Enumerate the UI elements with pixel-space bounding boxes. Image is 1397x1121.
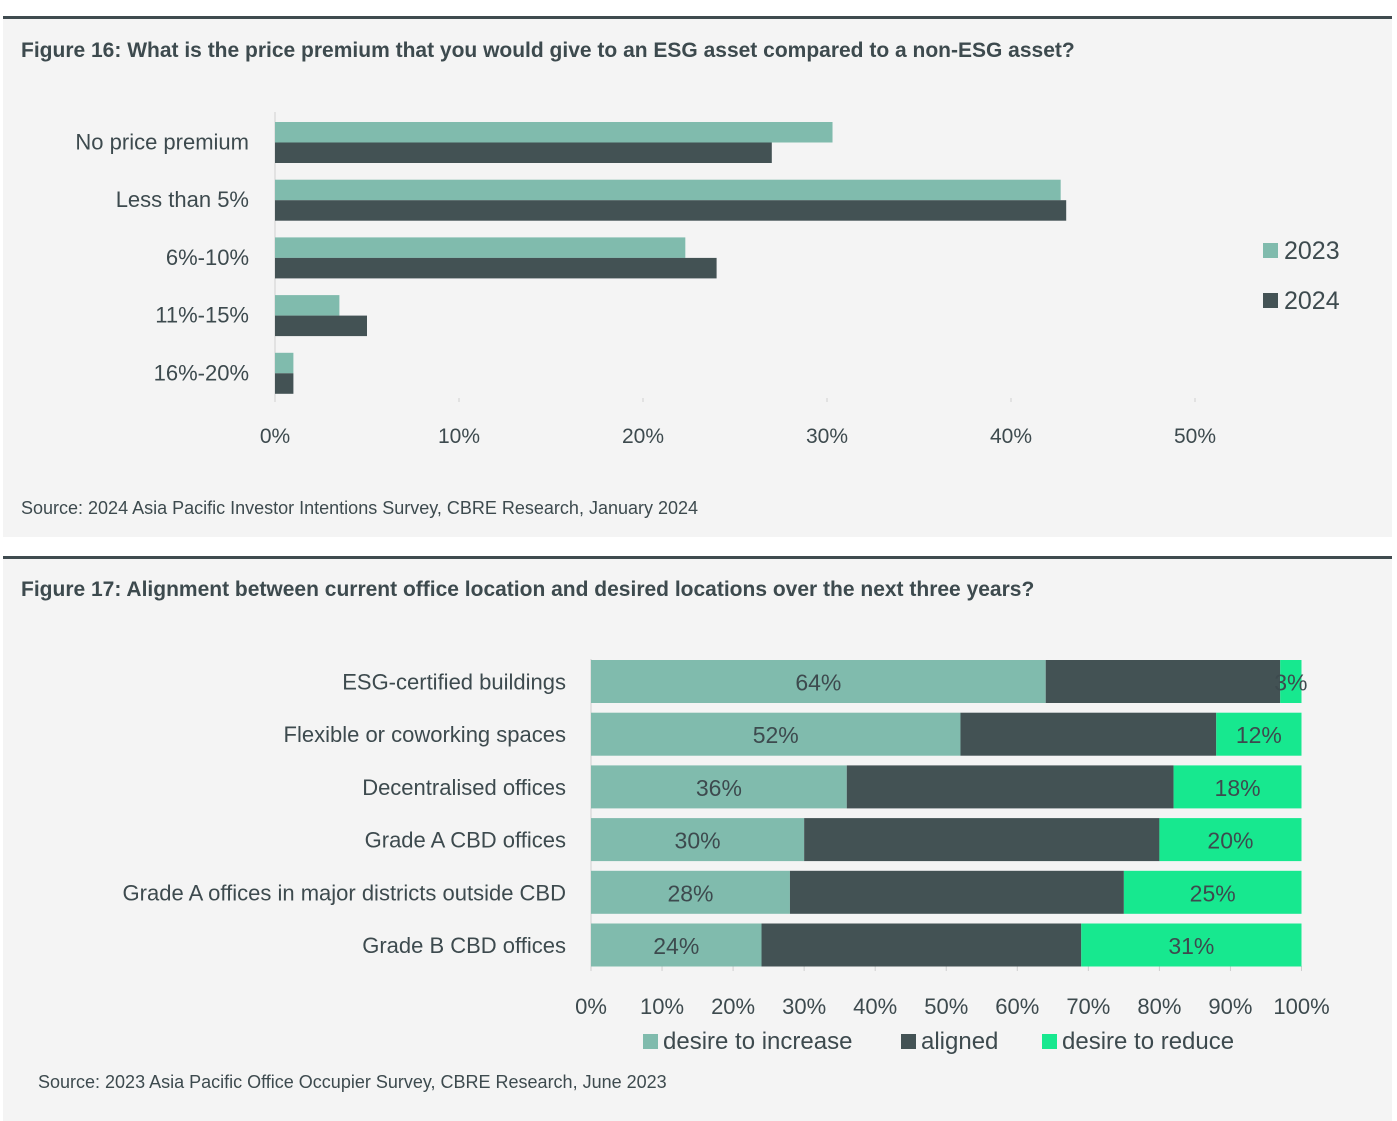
category-label-grade-a-offices-in-major-districts-outside-cbd: Grade A offices in major districts outsi… (123, 880, 566, 905)
x-tick-label: 40% (853, 994, 897, 1019)
legend-label-desire-to-increase: desire to increase (663, 1028, 852, 1055)
x-tick-label: 20% (711, 994, 755, 1019)
category-label-less-than-5: Less than 5% (116, 187, 249, 212)
bar-2023-6-10 (275, 237, 686, 258)
data-label-desire-to-reduce: 31% (1168, 933, 1214, 959)
figure-16-panel: Figure 16: What is the price premium tha… (3, 16, 1392, 537)
legend-label-desire-to-reduce: desire to reduce (1062, 1028, 1234, 1055)
x-tick-label: 40% (990, 425, 1032, 448)
segment-aligned-grade-a-offices-in-major-districts-outside-cbd (789, 870, 1124, 914)
x-tick-label: 80% (1137, 994, 1181, 1019)
figure-17-chart: ESG-certified buildings 64% 3% Flexible or … (123, 659, 1330, 1055)
figure-17-title: Figure 17: Alignment between current off… (21, 578, 1035, 601)
data-label-desire-to-reduce: 18% (1215, 775, 1261, 801)
x-tick-label: 70% (1066, 994, 1110, 1019)
legend-swatch-aligned (901, 1034, 916, 1049)
segment-aligned-flexible-or-coworking-spaces (960, 712, 1217, 756)
bar-2023-no-price-premium (275, 122, 833, 143)
category-label-6-10: 6%-10% (166, 245, 249, 270)
x-tick-label: 20% (622, 425, 664, 448)
category-label-decentralised-offices: Decentralised offices (362, 775, 566, 800)
category-label-16-20: 16%-20% (154, 360, 249, 385)
figure-16-source: Source: 2024 Asia Pacific Investor Inten… (21, 498, 699, 518)
segment-desire-to-increase-esg-certified-buildings (591, 660, 1046, 703)
segment-desire-to-increase-grade-a-offices-in-major-districts-outside-cbd (591, 870, 790, 914)
segment-desire-to-reduce-decentralised-offices (1173, 765, 1302, 809)
segment-aligned-grade-a-cbd-offices (804, 818, 1160, 862)
figure-17-source: Source: 2023 Asia Pacific Office Occupie… (38, 1072, 667, 1092)
category-label-grade-a-cbd-offices: Grade A CBD offices (365, 828, 566, 853)
data-label-desire-to-increase: 28% (667, 880, 713, 906)
segment-desire-to-reduce-flexible-or-coworking-spaces (1216, 712, 1302, 756)
x-tick-label: 10% (640, 994, 684, 1019)
legend-swatch-2023 (1263, 243, 1278, 258)
data-label-desire-to-increase: 36% (696, 775, 742, 801)
bar-2023-less-than-5 (275, 179, 1061, 201)
segment-desire-to-reduce-esg-certified-buildings (1280, 660, 1302, 703)
segment-desire-to-increase-grade-a-cbd-offices (591, 818, 805, 862)
x-tick-label: 10% (438, 425, 480, 448)
data-label-desire-to-reduce: 20% (1207, 828, 1253, 854)
segment-desire-to-reduce-grade-a-cbd-offices (1159, 818, 1302, 862)
bar-2024-16-20 (275, 373, 294, 394)
x-tick-label: 50% (924, 994, 968, 1019)
data-label-desire-to-increase: 30% (675, 828, 721, 854)
x-tick-label: 60% (995, 994, 1039, 1019)
figure-16-title: Figure 16: What is the price premium tha… (21, 39, 1075, 62)
segment-desire-to-increase-decentralised-offices (591, 765, 847, 809)
x-tick-label: 0% (260, 425, 290, 448)
bar-2024-11-15 (275, 315, 367, 337)
legend-label-2024: 2024 (1284, 287, 1340, 315)
category-label-11-15: 11%-15% (155, 303, 249, 328)
segment-aligned-decentralised-offices (846, 765, 1174, 809)
legend-swatch-desire-to-reduce (1042, 1034, 1057, 1049)
category-label-no-price-premium: No price premium (75, 130, 249, 155)
data-label-desire-to-reduce: 25% (1190, 880, 1236, 906)
segment-desire-to-increase-flexible-or-coworking-spaces (591, 712, 961, 756)
x-tick-label: 30% (782, 994, 826, 1019)
legend-swatch-2024 (1263, 293, 1278, 308)
category-label-grade-b-cbd-offices: Grade B CBD offices (362, 933, 566, 958)
x-tick-label: 90% (1208, 994, 1252, 1019)
bar-2024-6-10 (275, 257, 717, 279)
x-tick-label: 30% (806, 425, 848, 448)
data-label-desire-to-increase: 64% (795, 670, 841, 696)
segment-desire-to-increase-grade-b-cbd-offices (591, 923, 762, 967)
bar-2023-11-15 (275, 295, 340, 316)
x-tick-label: 100% (1273, 994, 1329, 1019)
segment-aligned-esg-certified-buildings (1045, 660, 1281, 703)
figure-16-chart: No price premium Less than 5% 6%-10% 11%-15… (75, 112, 1340, 448)
bar-2024-less-than-5 (275, 200, 1067, 221)
x-tick-label: 50% (1174, 425, 1216, 448)
segment-desire-to-reduce-grade-b-cbd-offices (1081, 923, 1302, 967)
data-label-desire-to-reduce: 12% (1236, 722, 1282, 748)
data-label-desire-to-increase: 24% (653, 933, 699, 959)
category-label-flexible-or-coworking-spaces: Flexible or coworking spaces (284, 722, 566, 747)
data-label-desire-to-increase: 52% (753, 722, 799, 748)
bar-2024-no-price-premium (275, 142, 772, 163)
legend-label-2023: 2023 (1284, 237, 1340, 265)
segment-desire-to-reduce-grade-a-offices-in-major-districts-outside-cbd (1123, 870, 1302, 914)
data-label-desire-to-reduce: 3% (1274, 670, 1307, 696)
figure-17-panel: Figure 17: Alignment between current off… (3, 556, 1392, 1121)
x-tick-label: 0% (575, 994, 607, 1019)
segment-aligned-grade-b-cbd-offices (761, 923, 1082, 967)
legend-swatch-desire-to-increase (643, 1034, 658, 1049)
legend-label-aligned: aligned (921, 1028, 998, 1055)
category-label-esg-certified-buildings: ESG-certified buildings (342, 670, 566, 695)
bar-2023-16-20 (275, 352, 294, 374)
